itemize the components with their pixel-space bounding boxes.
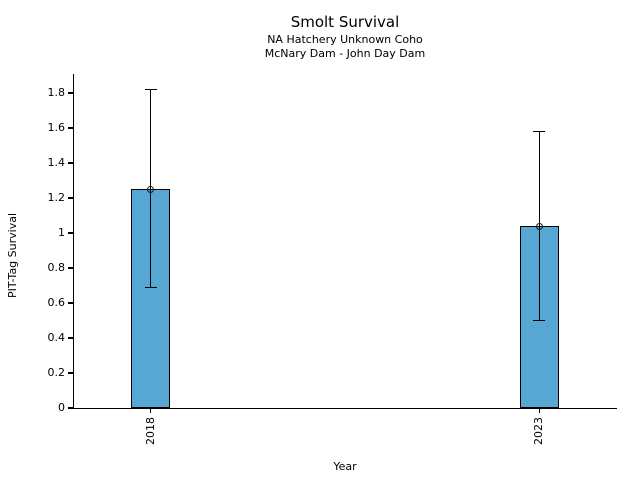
error-bar-cap-bottom xyxy=(144,286,157,289)
point-marker-2018 xyxy=(147,185,155,193)
x-tick-mark xyxy=(149,408,152,413)
y-tick-label: 0.8 xyxy=(47,261,66,275)
y-axis-label: PIT-Tag Survival xyxy=(6,212,19,298)
point-marker-2023 xyxy=(535,222,543,230)
y-tick-label: 0.4 xyxy=(47,331,66,345)
x-axis-label: Year xyxy=(333,460,357,473)
chart-subtitle-line2: McNary Dam - John Day Dam xyxy=(264,47,426,60)
y-tick-mark xyxy=(68,232,73,234)
y-tick-label: 0.2 xyxy=(47,366,66,380)
y-tick-mark xyxy=(68,372,73,374)
y-tick-mark xyxy=(68,162,73,164)
y-tick-label: 1 xyxy=(58,226,65,240)
y-tick-mark xyxy=(68,407,73,409)
x-tick-mark xyxy=(538,408,541,413)
chart-title: Smolt Survival xyxy=(290,13,400,31)
y-tick-mark xyxy=(68,337,73,339)
y-tick-mark xyxy=(68,302,73,304)
plot-area xyxy=(73,74,617,409)
y-tick-label: 0.6 xyxy=(47,296,66,310)
y-tick-label: 1.2 xyxy=(47,191,66,205)
y-tick-mark xyxy=(68,267,73,269)
x-tick-label-2018: 2018 xyxy=(143,417,157,445)
error-bar-cap-bottom xyxy=(533,319,546,322)
y-tick-label: 1.4 xyxy=(47,156,66,170)
error-bar-cap-top xyxy=(144,88,157,91)
y-tick-label: 0 xyxy=(58,401,65,414)
y-tick-label: 1.8 xyxy=(47,86,66,100)
y-tick-mark xyxy=(68,127,73,129)
chart-subtitle-line1: NA Hatchery Unknown Coho xyxy=(267,33,423,46)
y-tick-mark xyxy=(68,197,73,199)
error-bar-cap-top xyxy=(533,130,546,133)
x-tick-label-2023: 2023 xyxy=(532,417,546,445)
y-tick-label: 1.6 xyxy=(47,121,66,135)
y-tick-mark xyxy=(68,92,73,94)
